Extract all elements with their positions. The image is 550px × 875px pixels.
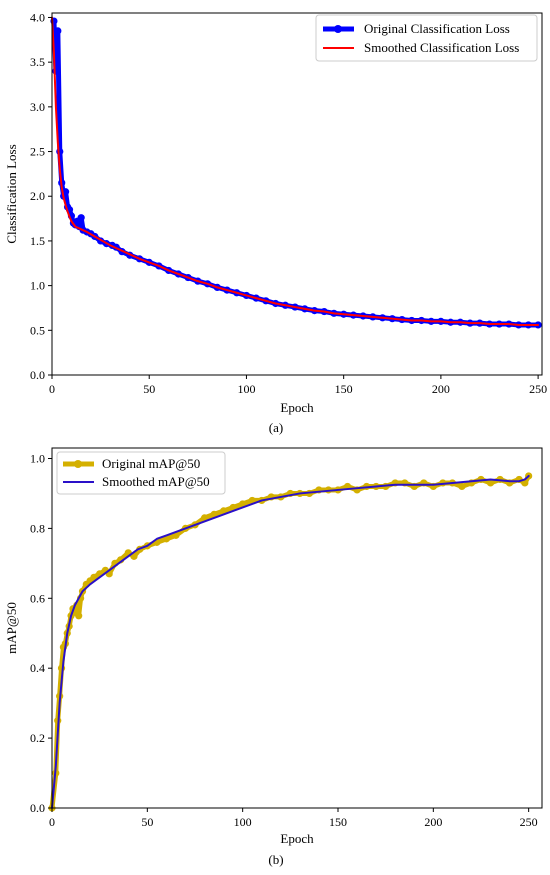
map-x-ticks: 0 50 100 150 200 250 bbox=[49, 808, 538, 829]
loss-y-ticks: 0.0 0.5 1.0 1.5 2.0 2.5 3.0 3.5 4.0 bbox=[30, 10, 52, 382]
loss-series-0-point-14 bbox=[77, 214, 85, 222]
loss-series-0-point-1 bbox=[52, 67, 60, 75]
map-xtick-label-2: 100 bbox=[234, 815, 252, 829]
loss-legend-box bbox=[315, 14, 538, 62]
loss-xtick-label-5: 250 bbox=[529, 382, 547, 396]
map-series-layer bbox=[48, 472, 533, 812]
loss-legend-original-label: Original Classification Loss bbox=[364, 21, 510, 36]
map-y-axis-label: mAP@50 bbox=[4, 602, 19, 654]
loss-ytick-label-6: 3.0 bbox=[30, 100, 45, 114]
loss-ytick-label-0: 0.0 bbox=[30, 368, 45, 382]
map-ytick-label-3: 0.6 bbox=[30, 591, 45, 605]
loss-chart: 0.0 0.5 1.0 1.5 2.0 2.5 3.0 3.5 4.0 0 50 100 150 200… bbox=[4, 10, 547, 435]
loss-xtick-label-0: 0 bbox=[49, 382, 55, 396]
loss-legend-smoothed-label: Smoothed Classification Loss bbox=[364, 40, 519, 55]
loss-series-layer bbox=[50, 16, 542, 329]
map-ytick-label-1: 0.2 bbox=[30, 731, 45, 745]
map-plot-frame bbox=[51, 447, 543, 809]
map-series-1-line bbox=[51, 474, 530, 809]
map-legend-box bbox=[56, 451, 226, 495]
loss-y-axis-label: Classification Loss bbox=[4, 144, 19, 243]
loss-xtick-label-1: 50 bbox=[143, 382, 155, 396]
loss-series-0-point-2 bbox=[54, 27, 62, 35]
map-xtick-label-0: 0 bbox=[49, 815, 55, 829]
loss-ytick-label-7: 3.5 bbox=[30, 55, 45, 69]
loss-series-1-line bbox=[51, 16, 540, 326]
map-ytick-label-0: 0.0 bbox=[30, 801, 45, 815]
loss-ytick-label-5: 2.5 bbox=[30, 145, 45, 159]
map-ytick-label-5: 1.0 bbox=[30, 451, 45, 465]
loss-caption: (a) bbox=[269, 420, 283, 435]
loss-xtick-label-3: 150 bbox=[335, 382, 353, 396]
map-ytick-label-2: 0.4 bbox=[30, 661, 45, 675]
map-series-0-point-4 bbox=[57, 664, 66, 672]
map-x-axis-label: Epoch bbox=[280, 831, 314, 846]
loss-ytick-label-8: 4.0 bbox=[30, 10, 45, 24]
map-xtick-label-1: 50 bbox=[141, 815, 153, 829]
map-xtick-label-5: 250 bbox=[520, 815, 538, 829]
map-series-0-point-13 bbox=[75, 612, 83, 620]
map-legend: Original mAP@50 Smoothed mAP@50 bbox=[56, 451, 226, 495]
map-legend-smoothed-label: Smoothed mAP@50 bbox=[102, 474, 210, 489]
loss-ytick-label-4: 2.0 bbox=[30, 189, 45, 203]
map-caption: (b) bbox=[268, 852, 283, 867]
map-series-1 bbox=[51, 474, 530, 809]
map-series-0-point-63 bbox=[486, 479, 495, 487]
loss-ytick-label-2: 1.0 bbox=[30, 279, 45, 293]
map-legend-original-marker bbox=[74, 460, 82, 468]
loss-xtick-label-2: 100 bbox=[237, 382, 255, 396]
map-ytick-label-4: 0.8 bbox=[30, 521, 45, 535]
loss-legend-original-marker bbox=[334, 25, 342, 33]
loss-xtick-label-4: 200 bbox=[432, 382, 450, 396]
map-series-0-point-67 bbox=[521, 479, 529, 487]
loss-series-1 bbox=[51, 16, 540, 326]
loss-ytick-label-3: 1.5 bbox=[30, 234, 45, 248]
loss-x-axis-label: Epoch bbox=[280, 400, 314, 415]
map-y-ticks: 0.0 0.2 0.4 0.6 0.8 1.0 bbox=[30, 451, 52, 815]
loss-plot-frame bbox=[51, 12, 543, 376]
loss-ytick-label-1: 0.5 bbox=[30, 323, 45, 337]
loss-legend: Original Classification Loss Smoothed Cl… bbox=[315, 14, 538, 62]
map-legend-original-label: Original mAP@50 bbox=[102, 456, 200, 471]
loss-series-0-point-3 bbox=[56, 147, 64, 156]
map-xtick-label-4: 200 bbox=[424, 815, 442, 829]
map-series-0-point-60 bbox=[458, 482, 466, 491]
map-xtick-label-3: 150 bbox=[329, 815, 347, 829]
loss-x-ticks: 0 50 100 150 200 250 bbox=[49, 375, 547, 396]
map-chart: 0.0 0.2 0.4 0.6 0.8 1.0 0 50 100 150 200 250 Epoch… bbox=[4, 447, 543, 867]
